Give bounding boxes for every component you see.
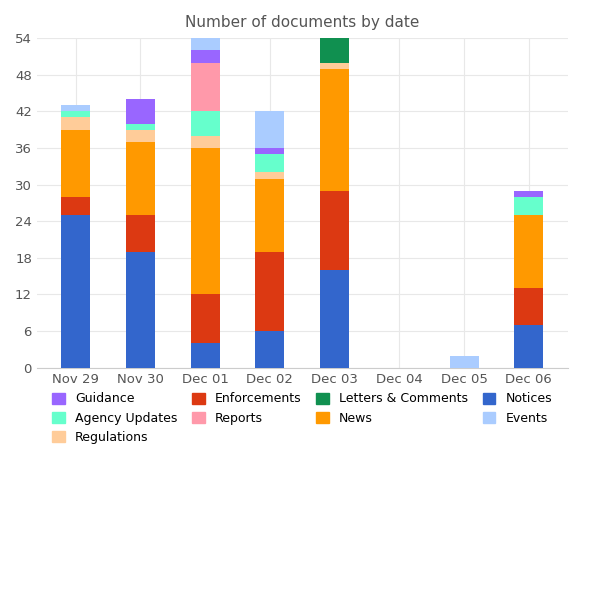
Bar bbox=[61, 197, 90, 215]
Bar bbox=[61, 112, 90, 118]
Bar bbox=[191, 50, 220, 62]
Bar bbox=[514, 289, 544, 325]
Bar bbox=[191, 136, 220, 148]
Bar bbox=[126, 99, 155, 124]
Bar bbox=[514, 191, 544, 197]
Bar bbox=[61, 215, 90, 368]
Bar bbox=[256, 331, 284, 368]
Bar bbox=[320, 191, 349, 270]
Bar bbox=[514, 197, 544, 215]
Bar bbox=[320, 68, 349, 191]
Bar bbox=[191, 38, 220, 50]
Bar bbox=[126, 215, 155, 252]
Bar bbox=[191, 295, 220, 343]
Bar bbox=[449, 356, 479, 368]
Bar bbox=[256, 252, 284, 331]
Bar bbox=[191, 148, 220, 295]
Bar bbox=[256, 179, 284, 252]
Legend: Guidance, Agency Updates, Regulations, Enforcements, Reports, Letters & Comments: Guidance, Agency Updates, Regulations, E… bbox=[52, 392, 552, 444]
Bar bbox=[320, 62, 349, 68]
Bar bbox=[126, 124, 155, 130]
Title: Number of documents by date: Number of documents by date bbox=[185, 15, 419, 30]
Bar bbox=[126, 252, 155, 368]
Bar bbox=[320, 0, 349, 62]
Bar bbox=[256, 172, 284, 179]
Bar bbox=[61, 130, 90, 197]
Bar bbox=[126, 142, 155, 215]
Bar bbox=[126, 130, 155, 142]
Bar bbox=[256, 148, 284, 154]
Bar bbox=[191, 343, 220, 368]
Bar bbox=[191, 62, 220, 112]
Bar bbox=[514, 215, 544, 289]
Bar bbox=[256, 112, 284, 148]
Bar bbox=[514, 325, 544, 368]
Bar bbox=[191, 112, 220, 136]
Bar bbox=[61, 118, 90, 130]
Bar bbox=[256, 154, 284, 172]
Bar bbox=[61, 105, 90, 112]
Bar bbox=[320, 270, 349, 368]
